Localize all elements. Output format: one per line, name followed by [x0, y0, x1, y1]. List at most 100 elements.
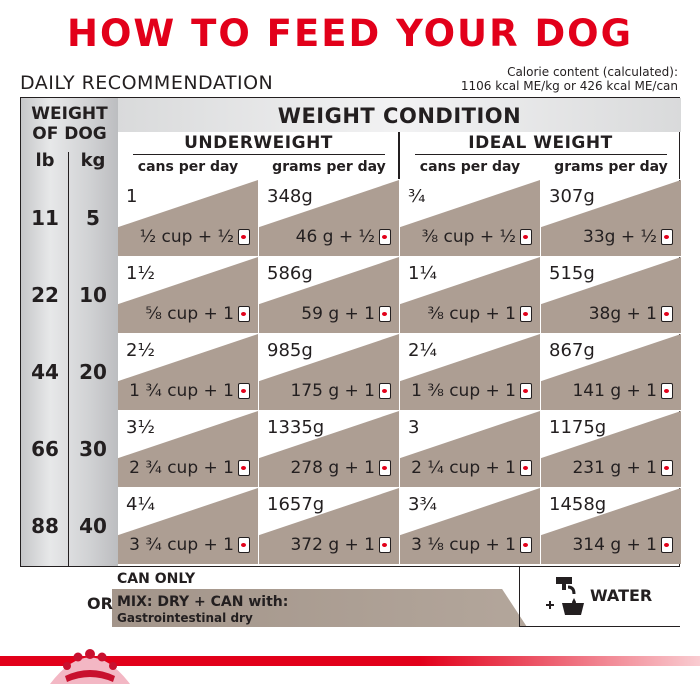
cell-diagonal-shade	[118, 257, 258, 333]
cell-primary-value: 1335g	[267, 417, 325, 438]
underweight-grams-cell: 348g 46 g + ½	[259, 180, 399, 256]
cell-primary-value: 3¾	[408, 494, 437, 515]
cell-mix-text: 1 ¾ cup + 1	[129, 381, 234, 401]
cell-primary-value: 3	[408, 417, 420, 438]
cell-mix-text: ⅜ cup + ½	[421, 227, 516, 247]
ideal-grams-cell: 1175g 231 g + 1	[541, 411, 681, 487]
underweight-cans-cell: 4¼ 3 ¾ cup + 1	[118, 488, 258, 564]
weight-condition-header: WEIGHT CONDITION	[118, 98, 681, 132]
row-separator	[118, 410, 681, 411]
sub-cans-underweight: cans per day	[137, 159, 239, 175]
cell-primary-value: 867g	[549, 340, 595, 361]
cell-primary-value: 1½	[126, 263, 155, 284]
brand-band	[0, 656, 700, 666]
or-label: OR	[87, 594, 113, 613]
cell-mix-value: ⅜ cup + 1	[427, 303, 532, 325]
cell-primary-value: 348g	[267, 186, 313, 207]
weight-lb: 66	[31, 437, 59, 461]
cell-primary-value: 1	[126, 186, 138, 207]
page-title: HOW TO FEED YOUR DOG	[67, 12, 633, 55]
cell-primary-value: 515g	[549, 263, 595, 284]
ideal-cans-cell: 2¼ 1 ⅜ cup + 1	[400, 334, 540, 410]
cell-mix-text: ⅝ cup + 1	[145, 304, 234, 324]
calorie-value: 1106 kcal ME/kg or 426 kcal ME/can	[460, 79, 678, 93]
calorie-content: Calorie content (calculated): 1106 kcal …	[461, 65, 678, 93]
cell-diagonal-shade	[400, 334, 540, 410]
cell-diagonal-shade	[541, 411, 681, 487]
cell-mix-value: 46 g + ½	[296, 226, 391, 248]
cell-primary-value: 2½	[126, 340, 155, 361]
royal-canin-crown-logo	[50, 649, 130, 684]
cell-mix-text: 278 g + 1	[290, 458, 375, 478]
water-label: WATER	[590, 586, 653, 605]
cell-primary-value: 1¼	[408, 263, 437, 284]
cell-diagonal-shade	[541, 334, 681, 410]
cell-mix-value: 3 ¾ cup + 1	[129, 534, 250, 556]
underweight-underline	[133, 154, 385, 155]
cell-mix-value: 278 g + 1	[290, 457, 391, 479]
underweight-grams-cell: 1335g 278 g + 1	[259, 411, 399, 487]
cell-mix-text: 38g + 1	[588, 304, 657, 324]
dog-food-can-icon	[379, 306, 391, 322]
group-underweight: UNDERWEIGHT	[184, 133, 333, 153]
weight-header-line1: WEIGHT	[31, 104, 108, 124]
dog-food-can-icon	[238, 306, 250, 322]
cell-diagonal-shade	[400, 488, 540, 564]
cell-mix-text: 141 g + 1	[572, 381, 657, 401]
dog-food-can-icon	[661, 460, 673, 476]
mix-sub-label: Gastrointestinal dry	[117, 611, 253, 625]
weight-lb: 88	[31, 514, 59, 538]
cell-mix-value: 3 ⅛ cup + 1	[411, 534, 532, 556]
cell-mix-value: ½ cup + ½	[140, 226, 250, 248]
ideal-grams-cell: 307g 33g + ½	[541, 180, 681, 256]
cell-primary-value: 985g	[267, 340, 313, 361]
feeding-table: WEIGHT OF DOG lb kg WEIGHT CONDITION UND…	[20, 97, 681, 567]
cell-primary-value: ¾	[408, 186, 426, 207]
bottom-section: CAN ONLY OR MIX: DRY + CAN with: Gastroi…	[20, 567, 680, 629]
ideal-grams-cell: 515g 38g + 1	[541, 257, 681, 333]
cell-diagonal-shade	[259, 411, 399, 487]
cell-mix-value: 2 ¾ cup + 1	[129, 457, 250, 479]
cell-mix-value: 59 g + 1	[301, 303, 391, 325]
dog-food-can-icon	[238, 460, 250, 476]
cell-mix-text: ½ cup + ½	[139, 227, 234, 247]
cell-mix-value: 372 g + 1	[290, 534, 391, 556]
row-separator	[118, 256, 681, 257]
cell-diagonal-shade	[118, 411, 258, 487]
mix-band	[112, 589, 527, 627]
row-separator	[118, 179, 681, 180]
header-group-separator	[398, 132, 400, 180]
cell-primary-value: 4¼	[126, 494, 155, 515]
can-only-label: CAN ONLY	[117, 571, 196, 587]
cell-diagonal-shade	[118, 180, 258, 256]
cell-mix-value: 175 g + 1	[290, 380, 391, 402]
cell-mix-value: ⅜ cup + ½	[422, 226, 532, 248]
cell-mix-text: 3 ¾ cup + 1	[129, 535, 234, 555]
ideal-cans-cell: ¾ ⅜ cup + ½	[400, 180, 540, 256]
weight-lb: 44	[31, 360, 59, 384]
cell-mix-text: 175 g + 1	[290, 381, 375, 401]
dog-food-can-icon	[238, 537, 250, 553]
weight-header-line2: OF DOG	[32, 124, 107, 144]
dog-food-can-icon	[661, 229, 673, 245]
cell-mix-text: ⅜ cup + 1	[427, 304, 516, 324]
group-ideal-weight: IDEAL WEIGHT	[468, 133, 613, 153]
sub-grams-underweight: grams per day	[272, 159, 386, 175]
dog-food-can-icon	[520, 229, 532, 245]
cell-mix-value: 231 g + 1	[572, 457, 673, 479]
cell-primary-value: 586g	[267, 263, 313, 284]
dog-food-can-icon	[238, 383, 250, 399]
cell-diagonal-shade	[400, 257, 540, 333]
cell-mix-text: 231 g + 1	[572, 458, 657, 478]
cell-mix-value: ⅝ cup + 1	[145, 303, 250, 325]
underweight-cans-cell: 2½ 1 ¾ cup + 1	[118, 334, 258, 410]
cell-diagonal-shade	[541, 488, 681, 564]
ideal-underline	[415, 154, 667, 155]
water-box	[519, 567, 680, 627]
ideal-cans-cell: 3¾ 3 ⅛ cup + 1	[400, 488, 540, 564]
dog-food-can-icon	[520, 383, 532, 399]
ideal-grams-cell: 867g 141 g + 1	[541, 334, 681, 410]
underweight-grams-cell: 586g 59 g + 1	[259, 257, 399, 333]
underweight-grams-cell: 985g 175 g + 1	[259, 334, 399, 410]
dog-food-can-icon	[238, 229, 250, 245]
